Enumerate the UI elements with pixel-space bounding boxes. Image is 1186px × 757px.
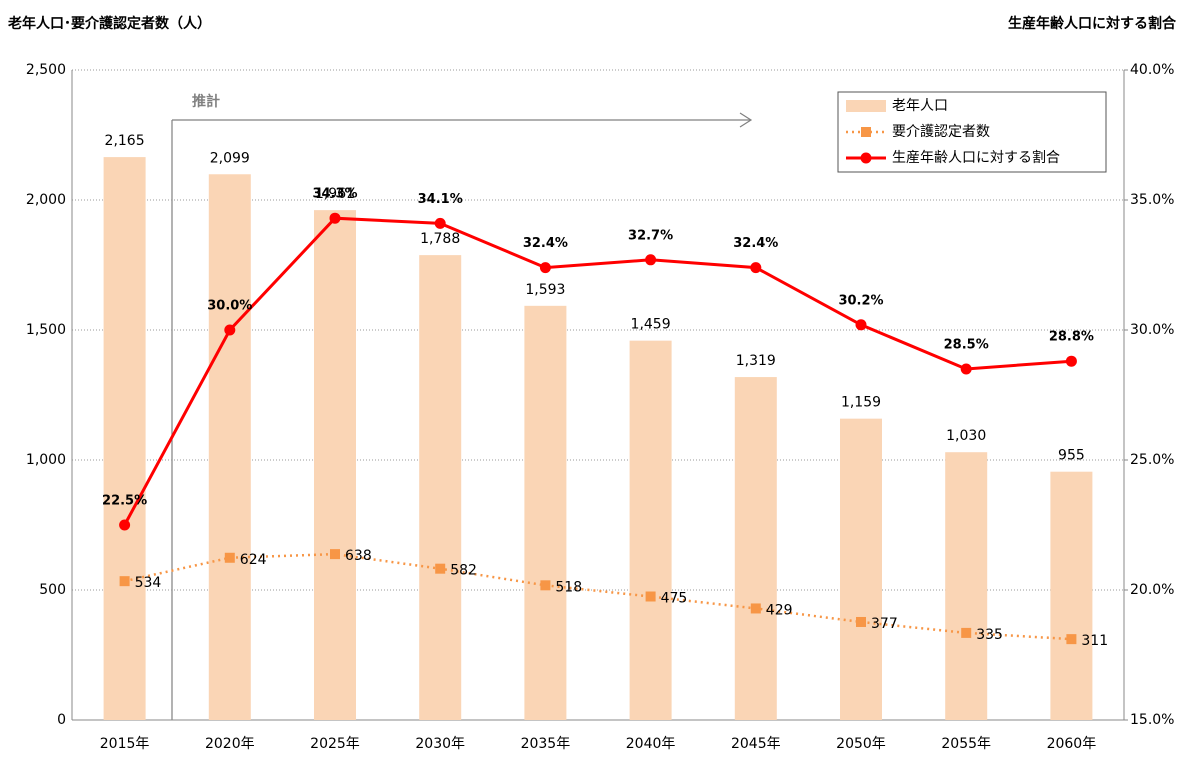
line-marker [750, 603, 761, 614]
bar [419, 255, 462, 720]
point-label: 22.5% [102, 494, 147, 509]
line-marker [119, 576, 130, 587]
point-label: 335 [976, 627, 1003, 643]
y-tick-label: 2,500 [26, 62, 66, 78]
line-marker [119, 519, 131, 531]
legend-label: 老年人口 [892, 98, 948, 114]
y-tick-label: 1,000 [26, 452, 66, 468]
point-label: 34.3% [312, 187, 357, 202]
y2-tick-label: 30.0% [1130, 322, 1174, 338]
line-marker [645, 591, 656, 602]
bar [314, 210, 356, 720]
point-label: 518 [555, 579, 582, 595]
bar-label: 2,099 [210, 150, 250, 166]
line-marker [1066, 634, 1077, 645]
arrow-head [739, 112, 753, 128]
chart-title: 老年人口･要介護認定者数（人） [8, 15, 211, 32]
y2-tick-label: 25.0% [1130, 452, 1174, 468]
line-marker [855, 319, 867, 331]
line-marker [224, 552, 235, 563]
line-marker [961, 627, 972, 638]
y2-tick-label: 40.0% [1130, 62, 1174, 78]
point-label: 311 [1081, 633, 1108, 649]
point-label: 624 [240, 552, 267, 568]
y2-tick-label: 35.0% [1130, 192, 1174, 208]
point-label: 30.2% [838, 293, 883, 308]
line [124, 552, 1072, 641]
x-tick-label: 2025年 [310, 736, 360, 752]
point-label: 28.5% [944, 338, 989, 353]
bar [208, 174, 251, 720]
line-marker [750, 262, 762, 274]
bar [945, 452, 988, 720]
y2-tick-label: 20.0% [1130, 582, 1174, 598]
x-tick-label: 2020年 [205, 736, 255, 752]
legend-swatch [846, 100, 886, 112]
x-tick-label: 2045年 [731, 736, 781, 752]
bar-label: 1,593 [525, 282, 565, 298]
point-label: 475 [661, 591, 688, 607]
point-label: 34.1% [418, 192, 463, 207]
x-tick-label: 2055年 [941, 736, 991, 752]
point-label: 28.8% [1049, 330, 1094, 345]
bar-label: 1,961 [315, 186, 355, 202]
bar-label: 1,459 [631, 317, 671, 333]
x-tick-label: 2040年 [626, 736, 676, 752]
bar-label: 1,788 [420, 231, 460, 247]
x-tick-label: 2015年 [100, 736, 150, 752]
x-tick-label: 2050年 [836, 736, 886, 752]
bar-label: 955 [1058, 448, 1085, 464]
point-label: 377 [871, 616, 898, 632]
line-marker [645, 254, 657, 266]
bar [840, 418, 882, 720]
point-label: 32.4% [523, 236, 568, 251]
annotation: 推計 [192, 93, 220, 110]
bar [103, 157, 146, 721]
legend-label: 生産年齢人口に対する割合 [892, 149, 1060, 166]
bar-label: 1,319 [736, 353, 776, 369]
point-label: 32.4% [733, 236, 778, 251]
legend-marker [861, 127, 871, 137]
bar [734, 377, 777, 720]
line-marker [434, 217, 446, 229]
line-marker [856, 616, 866, 627]
line [123, 216, 1072, 526]
y-tick-label: 500 [39, 582, 66, 598]
legend-marker [860, 152, 872, 164]
line-marker [435, 563, 446, 574]
bar [1050, 471, 1093, 720]
line-marker [329, 212, 341, 224]
y-tick-label: 1,500 [26, 322, 66, 338]
bar-label: 2,165 [105, 133, 145, 149]
y-tick-label: 2,000 [26, 192, 66, 208]
point-label: 582 [450, 563, 477, 579]
y2-tick-label: 15.0% [1130, 712, 1174, 728]
bar-label: 1,159 [841, 395, 881, 411]
x-tick-label: 2060年 [1047, 736, 1097, 752]
line-marker [224, 324, 236, 336]
point-label: 638 [345, 548, 372, 564]
x-tick-label: 2035年 [521, 736, 571, 752]
y-tick-label: 0 [57, 712, 66, 728]
line-marker [960, 363, 972, 375]
line-marker [330, 549, 340, 560]
legend-label: 要介護認定者数 [892, 124, 990, 140]
bar-label: 1,030 [946, 428, 986, 444]
line-marker [1065, 355, 1077, 367]
line-marker [539, 262, 551, 274]
line-marker [540, 580, 551, 591]
bar [524, 305, 567, 720]
point-label: 30.0% [207, 299, 252, 314]
point-label: 429 [766, 602, 793, 618]
x-tick-label: 2030年 [415, 736, 465, 752]
point-label: 32.7% [628, 228, 673, 243]
bar [629, 340, 672, 720]
y2-title: 生産年齢人口に対する割合 [1008, 15, 1177, 32]
point-label: 534 [135, 575, 162, 591]
